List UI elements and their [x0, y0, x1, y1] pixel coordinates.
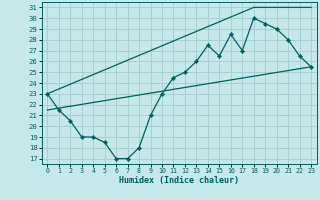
X-axis label: Humidex (Indice chaleur): Humidex (Indice chaleur): [119, 176, 239, 185]
